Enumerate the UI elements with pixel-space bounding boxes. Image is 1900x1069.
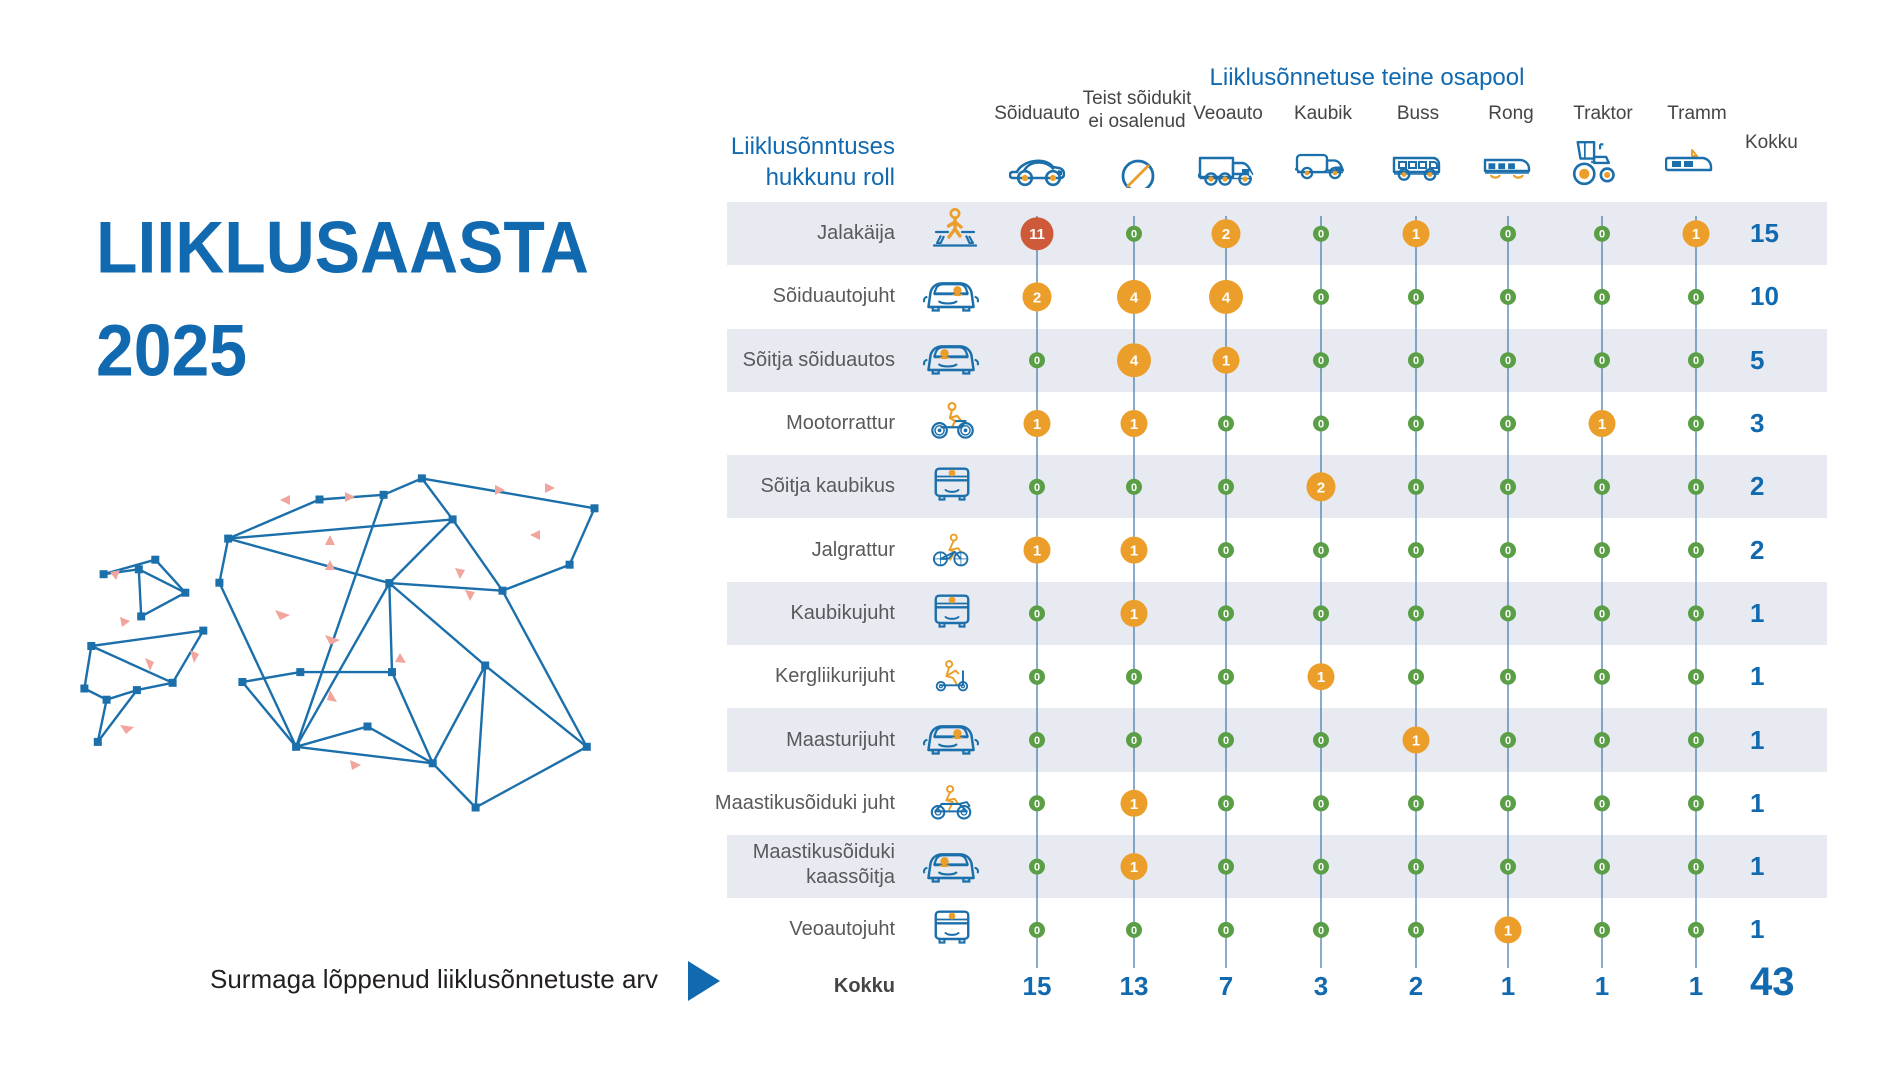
svg-text:0: 0 bbox=[1413, 482, 1419, 494]
svg-text:0: 0 bbox=[1413, 545, 1419, 557]
svg-text:0: 0 bbox=[1318, 545, 1324, 557]
svg-text:0: 0 bbox=[1413, 925, 1419, 937]
svg-text:0: 0 bbox=[1693, 608, 1699, 620]
svg-text:1: 1 bbox=[1412, 226, 1420, 243]
svg-text:1: 1 bbox=[1504, 922, 1512, 939]
svg-text:1: 1 bbox=[1130, 416, 1138, 433]
svg-text:11: 11 bbox=[1029, 226, 1045, 243]
svg-text:0: 0 bbox=[1034, 482, 1040, 494]
svg-text:0: 0 bbox=[1505, 672, 1511, 684]
svg-text:0: 0 bbox=[1505, 798, 1511, 810]
svg-text:1: 1 bbox=[1033, 543, 1041, 560]
svg-text:0: 0 bbox=[1034, 925, 1040, 937]
svg-text:0: 0 bbox=[1413, 292, 1419, 304]
svg-text:0: 0 bbox=[1505, 862, 1511, 874]
svg-text:1: 1 bbox=[1130, 859, 1138, 876]
svg-text:0: 0 bbox=[1505, 482, 1511, 494]
svg-text:1: 1 bbox=[1317, 669, 1325, 686]
svg-text:0: 0 bbox=[1599, 862, 1605, 874]
svg-text:0: 0 bbox=[1505, 419, 1511, 431]
svg-text:0: 0 bbox=[1599, 735, 1605, 747]
svg-text:1: 1 bbox=[1130, 543, 1138, 560]
svg-text:0: 0 bbox=[1413, 608, 1419, 620]
svg-text:0: 0 bbox=[1413, 672, 1419, 684]
svg-text:1: 1 bbox=[1130, 606, 1138, 623]
svg-text:0: 0 bbox=[1223, 482, 1229, 494]
svg-text:0: 0 bbox=[1693, 735, 1699, 747]
svg-text:0: 0 bbox=[1318, 292, 1324, 304]
svg-text:0: 0 bbox=[1318, 925, 1324, 937]
svg-text:0: 0 bbox=[1505, 545, 1511, 557]
svg-text:0: 0 bbox=[1034, 355, 1040, 367]
svg-text:0: 0 bbox=[1131, 229, 1137, 241]
svg-text:0: 0 bbox=[1693, 862, 1699, 874]
svg-text:0: 0 bbox=[1131, 672, 1137, 684]
svg-text:0: 0 bbox=[1505, 292, 1511, 304]
svg-text:0: 0 bbox=[1599, 672, 1605, 684]
svg-text:0: 0 bbox=[1413, 862, 1419, 874]
svg-text:0: 0 bbox=[1599, 925, 1605, 937]
svg-text:0: 0 bbox=[1505, 608, 1511, 620]
svg-text:4: 4 bbox=[1222, 289, 1231, 306]
svg-text:0: 0 bbox=[1223, 798, 1229, 810]
svg-text:2: 2 bbox=[1222, 226, 1230, 243]
svg-text:0: 0 bbox=[1693, 482, 1699, 494]
svg-text:0: 0 bbox=[1693, 419, 1699, 431]
svg-text:0: 0 bbox=[1599, 482, 1605, 494]
svg-text:0: 0 bbox=[1034, 798, 1040, 810]
svg-text:0: 0 bbox=[1693, 925, 1699, 937]
svg-text:0: 0 bbox=[1599, 798, 1605, 810]
svg-text:0: 0 bbox=[1693, 355, 1699, 367]
svg-text:0: 0 bbox=[1413, 419, 1419, 431]
svg-text:0: 0 bbox=[1318, 419, 1324, 431]
svg-text:0: 0 bbox=[1599, 545, 1605, 557]
svg-text:0: 0 bbox=[1693, 292, 1699, 304]
svg-text:0: 0 bbox=[1599, 608, 1605, 620]
svg-text:0: 0 bbox=[1034, 735, 1040, 747]
svg-text:0: 0 bbox=[1034, 862, 1040, 874]
svg-text:0: 0 bbox=[1693, 672, 1699, 684]
svg-text:0: 0 bbox=[1505, 229, 1511, 241]
svg-text:1: 1 bbox=[1222, 353, 1230, 370]
svg-text:0: 0 bbox=[1318, 229, 1324, 241]
svg-text:0: 0 bbox=[1413, 798, 1419, 810]
svg-text:0: 0 bbox=[1318, 798, 1324, 810]
svg-text:0: 0 bbox=[1223, 545, 1229, 557]
svg-text:0: 0 bbox=[1599, 292, 1605, 304]
svg-text:0: 0 bbox=[1318, 355, 1324, 367]
svg-text:4: 4 bbox=[1130, 353, 1139, 370]
svg-text:0: 0 bbox=[1223, 672, 1229, 684]
svg-text:0: 0 bbox=[1223, 925, 1229, 937]
svg-text:0: 0 bbox=[1131, 735, 1137, 747]
svg-text:0: 0 bbox=[1034, 608, 1040, 620]
svg-text:1: 1 bbox=[1130, 796, 1138, 813]
svg-text:0: 0 bbox=[1223, 735, 1229, 747]
svg-text:1: 1 bbox=[1033, 416, 1041, 433]
svg-text:0: 0 bbox=[1223, 862, 1229, 874]
svg-text:0: 0 bbox=[1223, 419, 1229, 431]
svg-text:0: 0 bbox=[1318, 862, 1324, 874]
svg-text:0: 0 bbox=[1693, 798, 1699, 810]
svg-text:0: 0 bbox=[1693, 545, 1699, 557]
svg-text:2: 2 bbox=[1317, 479, 1325, 496]
svg-text:0: 0 bbox=[1131, 482, 1137, 494]
svg-text:0: 0 bbox=[1505, 355, 1511, 367]
svg-text:0: 0 bbox=[1599, 229, 1605, 241]
svg-text:2: 2 bbox=[1033, 289, 1041, 306]
svg-text:0: 0 bbox=[1413, 355, 1419, 367]
svg-text:0: 0 bbox=[1599, 355, 1605, 367]
svg-text:4: 4 bbox=[1130, 289, 1139, 306]
svg-text:1: 1 bbox=[1412, 733, 1420, 750]
svg-text:0: 0 bbox=[1318, 608, 1324, 620]
svg-text:0: 0 bbox=[1318, 735, 1324, 747]
svg-text:0: 0 bbox=[1131, 925, 1137, 937]
svg-text:0: 0 bbox=[1505, 735, 1511, 747]
svg-text:1: 1 bbox=[1692, 226, 1700, 243]
svg-text:1: 1 bbox=[1598, 416, 1606, 433]
svg-text:0: 0 bbox=[1223, 608, 1229, 620]
svg-text:0: 0 bbox=[1034, 672, 1040, 684]
